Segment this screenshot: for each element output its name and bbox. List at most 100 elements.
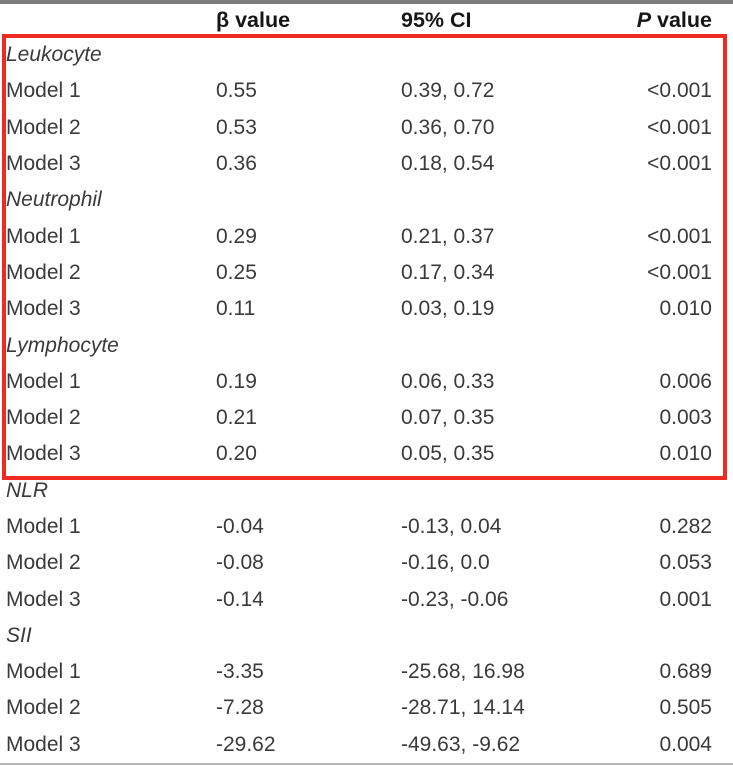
- row-label: Model 1: [6, 224, 81, 248]
- model-row: Model 2 0.25 0.17, 0.34 <0.001: [0, 255, 733, 291]
- model-row: Model 2 -7.28 -28.71, 14.14 0.505: [0, 690, 733, 726]
- ci-value: 0.07, 0.35: [401, 406, 495, 430]
- row-label: Model 3: [6, 297, 81, 321]
- row-label: Model 3: [6, 587, 81, 611]
- group-row: Lymphocyte: [0, 327, 733, 363]
- table-body: Leukocyte Model 1 0.55 0.39, 0.72 <0.001 Mode…: [0, 37, 733, 764]
- beta-value: -3.35: [216, 660, 264, 684]
- ci-value: 0.05, 0.35: [401, 442, 495, 466]
- beta-value: [210, 182, 395, 218]
- p-value: <0.001: [647, 260, 712, 284]
- ci-value: 0.06, 0.33: [401, 369, 495, 393]
- ci-value: -0.23, -0.06: [401, 587, 509, 611]
- group-row: Neutrophil: [0, 182, 733, 218]
- ci-value: [395, 618, 620, 654]
- p-value: 0.282: [659, 515, 712, 538]
- model-row: Model 2 0.53 0.36, 0.70 <0.001: [0, 110, 733, 146]
- group-row: SII: [0, 618, 733, 654]
- model-row: Model 2 0.21 0.07, 0.35 0.003: [0, 400, 733, 436]
- ci-value: 0.21, 0.37: [401, 224, 495, 248]
- p-value: [620, 473, 733, 509]
- p-value: 0.001: [659, 587, 712, 611]
- beta-value: 0.29: [216, 224, 257, 248]
- beta-value: -0.08: [216, 551, 264, 575]
- beta-value: [210, 327, 395, 363]
- beta-value: -0.14: [216, 587, 264, 611]
- row-label: Model 2: [6, 115, 81, 139]
- p-value: 0.004: [659, 732, 712, 756]
- beta-value: 0.25: [216, 260, 257, 284]
- row-label: Leukocyte: [6, 43, 102, 67]
- model-row: Model 3 0.20 0.05, 0.35 0.010: [0, 436, 733, 472]
- ci-value: [395, 327, 620, 363]
- beta-value: -7.28: [216, 696, 264, 720]
- table-header: β value 95% CI P value: [0, 2, 733, 37]
- p-value: [620, 182, 733, 218]
- beta-value: -29.62: [216, 732, 276, 756]
- p-value: 0.505: [659, 696, 712, 720]
- header-row: β value 95% CI P value: [0, 2, 733, 37]
- row-label: Model 1: [6, 369, 81, 393]
- model-row: Model 1 0.55 0.39, 0.72 <0.001: [0, 73, 733, 109]
- ci-value: 0.18, 0.54: [401, 152, 495, 176]
- p-value: 0.006: [659, 369, 712, 393]
- row-label: Model 1: [6, 660, 81, 684]
- p-value: 0.003: [659, 406, 712, 430]
- row-label: Model 2: [6, 260, 81, 284]
- p-value: 0.689: [659, 660, 712, 684]
- row-label: Model 2: [6, 551, 81, 575]
- p-value: [620, 618, 733, 654]
- model-row: Model 3 0.36 0.18, 0.54 <0.001: [0, 146, 733, 182]
- p-value-header-italic-p: P: [636, 8, 652, 32]
- beta-value: 0.55: [216, 79, 257, 103]
- p-value: 0.053: [659, 551, 712, 575]
- ci-value: -28.71, 14.14: [401, 696, 525, 720]
- row-label: Model 1: [6, 515, 81, 538]
- ci-value: -0.16, 0.0: [401, 551, 490, 575]
- p-value: 0.010: [659, 442, 712, 466]
- row-label: Model 2: [6, 406, 81, 430]
- group-row: NLR: [0, 473, 733, 509]
- col-header-95ci: 95% CI: [401, 8, 472, 32]
- ci-value: -0.13, 0.04: [401, 515, 502, 538]
- ci-value: 0.39, 0.72: [401, 79, 495, 103]
- p-value: <0.001: [647, 79, 712, 103]
- row-label: SII: [6, 623, 32, 647]
- row-label: Lymphocyte: [6, 333, 119, 357]
- row-label: NLR: [6, 478, 49, 502]
- p-value-header-rest: value: [651, 8, 712, 32]
- p-value: [620, 327, 733, 363]
- beta-value: 0.36: [216, 152, 257, 176]
- model-row: Model 3 -29.62 -49.63, -9.62 0.004: [0, 727, 733, 764]
- p-value: <0.001: [647, 224, 712, 248]
- model-row: Model 3 -0.14 -0.23, -0.06 0.001: [0, 581, 733, 617]
- p-value: <0.001: [647, 115, 712, 139]
- col-header-empty: [0, 2, 210, 37]
- row-label: Model 1: [6, 79, 81, 103]
- beta-value: 0.21: [216, 406, 257, 430]
- beta-value: [210, 618, 395, 654]
- ci-value: [395, 182, 620, 218]
- row-label: Neutrophil: [6, 188, 102, 212]
- beta-value: [210, 473, 395, 509]
- ci-value: [395, 37, 620, 73]
- model-row: Model 3 0.11 0.03, 0.19 0.010: [0, 291, 733, 327]
- row-label: Model 3: [6, 152, 81, 176]
- group-row: Leukocyte: [0, 37, 733, 73]
- row-label: Model 2: [6, 696, 81, 720]
- ci-value: [395, 473, 620, 509]
- beta-value: 0.53: [216, 115, 257, 139]
- row-label: Model 3: [6, 732, 81, 756]
- ci-value: 0.36, 0.70: [401, 115, 495, 139]
- row-label: Model 3: [6, 442, 81, 466]
- ci-value: 0.03, 0.19: [401, 297, 495, 321]
- col-header-p-value: P value: [620, 2, 733, 37]
- p-value: <0.001: [647, 152, 712, 176]
- beta-value: -0.04: [216, 515, 264, 538]
- model-row: Model 1 0.19 0.06, 0.33 0.006: [0, 364, 733, 400]
- model-row: Model 1 -0.04 -0.13, 0.04 0.282: [0, 509, 733, 545]
- beta-value: 0.11: [216, 297, 256, 321]
- model-row: Model 1 -3.35 -25.68, 16.98 0.689: [0, 654, 733, 690]
